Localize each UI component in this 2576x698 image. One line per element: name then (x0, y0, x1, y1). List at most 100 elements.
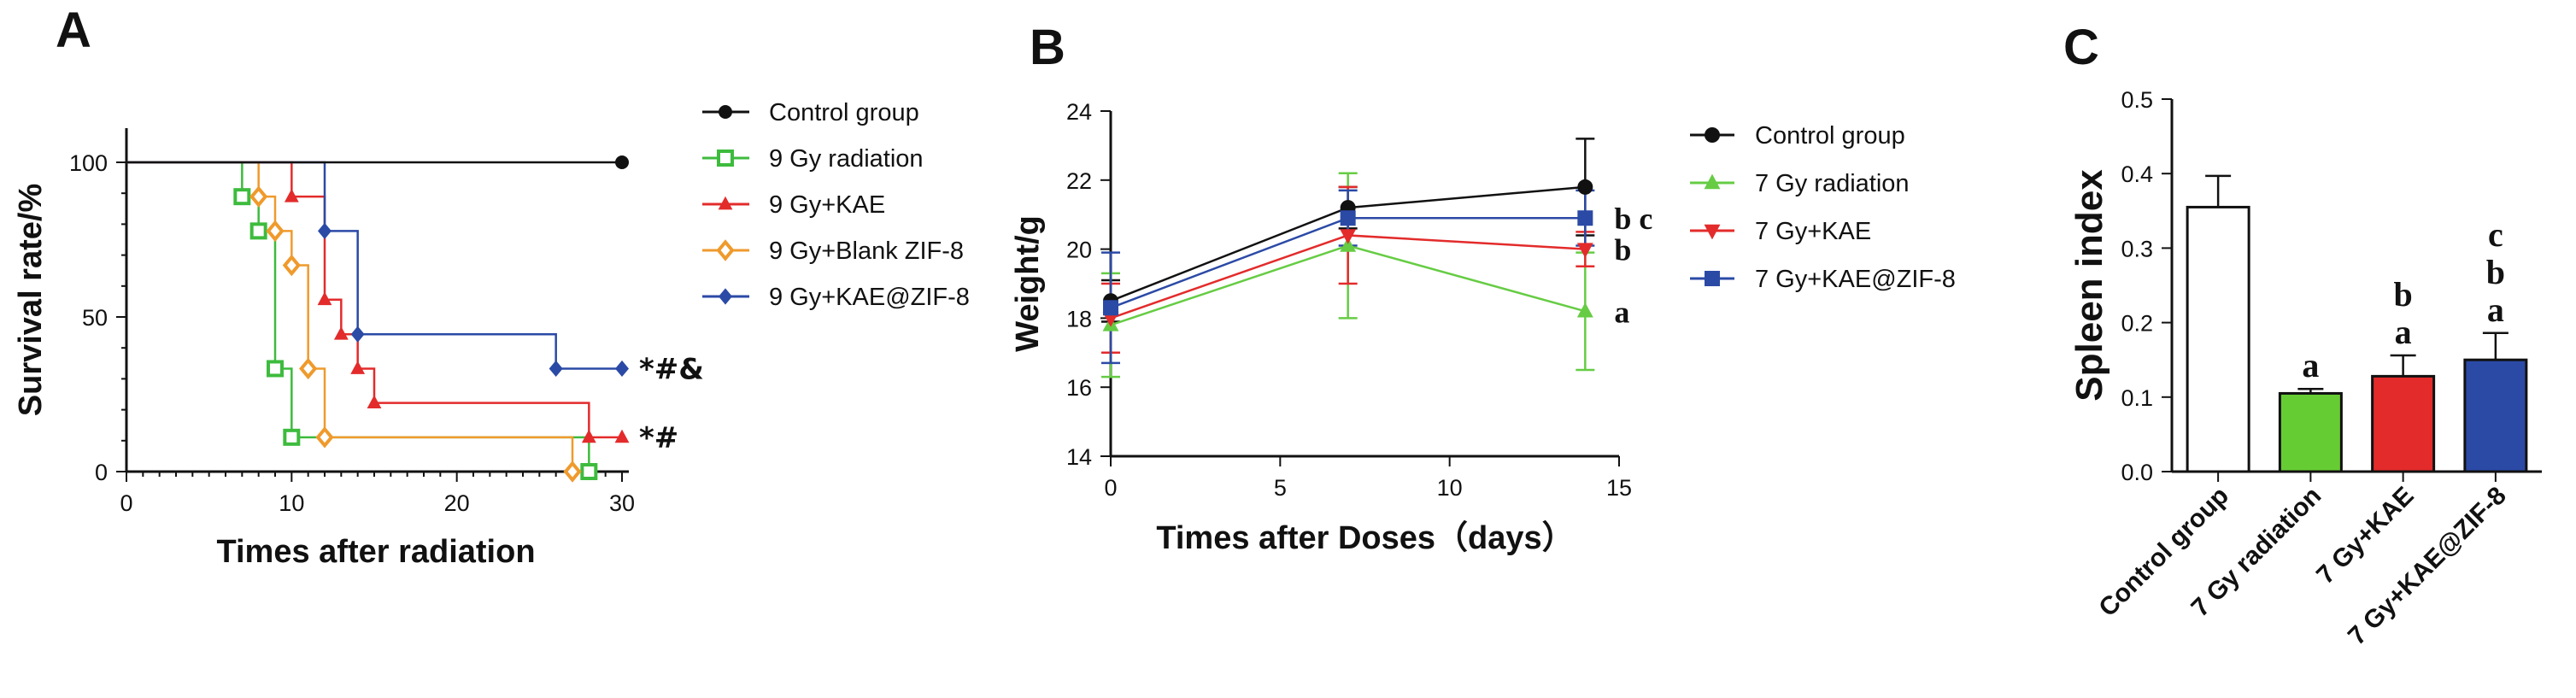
bar-7-gy-kae (2371, 374, 2436, 473)
legend-marker-control-group (719, 105, 732, 119)
significance-annotation: b c (1614, 202, 1652, 236)
data-point-9-gy-radiation (580, 463, 598, 480)
data-point-7-gy-kae (1576, 243, 1593, 258)
x-tick-label: 0 (1104, 475, 1117, 501)
legend-label-9-gy-blank-zif-8: 9 Gy+Blank ZIF-8 (769, 238, 964, 265)
series-line-9-gy-blank-zif-8 (126, 161, 574, 472)
legend-label-7-gy-radiation: 7 Gy radiation (1755, 170, 1910, 197)
y-tick-label: 0.3 (2121, 236, 2153, 261)
data-point-9-gy-blank-zif-8 (299, 357, 318, 380)
x-tick-label: 10 (279, 490, 304, 516)
y-tick-label: 0.2 (2121, 311, 2153, 337)
bar-control-group (2186, 205, 2250, 473)
legend-label-control-group: Control group (769, 99, 919, 126)
y-tick-label: 0 (95, 460, 108, 485)
data-point-9-gy-kae-zif-8 (615, 360, 629, 378)
data-point-9-gy-radiation (267, 360, 284, 378)
data-point-9-gy-kae (333, 326, 349, 340)
x-axis-title: Times after radiation (216, 534, 535, 570)
x-tick-label: 20 (444, 490, 470, 516)
y-tick-label: 18 (1066, 306, 1092, 331)
bar-7-gy-radiation (2278, 391, 2343, 473)
data-point-7-gy-kae (1340, 229, 1357, 244)
legend-label-7-gy-kae-zif-8: 7 Gy+KAE@ZIF-8 (1755, 266, 1956, 293)
y-tick-label: 22 (1066, 168, 1092, 194)
legend-marker-9-gy-blank-zif-8 (716, 239, 735, 261)
y-axis-title: Weight/g (1010, 215, 1046, 352)
legend-marker-7-gy-radiation (1704, 173, 1721, 190)
x-tick-label: 10 (1437, 475, 1463, 501)
y-axis-title: Spleen index (2068, 169, 2110, 402)
series-line-9-gy-kae (126, 161, 622, 439)
data-point-9-gy-kae (350, 361, 366, 374)
significance-annotation: b (2394, 275, 2413, 314)
y-tick-label: 24 (1066, 99, 1092, 125)
panel-a-survival-chart: 0 10 20 30 0 50 100 Times after radiation Surviv… (13, 99, 970, 570)
panel-label-a: A (56, 3, 91, 58)
data-point-7-gy-kae-zif-8 (1577, 210, 1593, 226)
data-point-control-group (1577, 179, 1593, 195)
significance-annotation: *# (639, 421, 678, 455)
significance-annotation: a (2395, 313, 2412, 351)
x-tick-label: 30 (609, 490, 635, 516)
x-tick-label: 15 (1606, 475, 1632, 501)
y-tick-label: 0.4 (2121, 161, 2153, 187)
data-point-7-gy-radiation (1576, 302, 1593, 318)
significance-annotation: b (1614, 233, 1631, 267)
significance-annotation: a (1614, 295, 1629, 329)
y-tick-label: 16 (1066, 375, 1092, 401)
data-point-7-gy-kae (1102, 312, 1119, 327)
y-tick-label: 50 (82, 305, 108, 331)
legend-marker-9-gy-kae-zif-8 (719, 288, 732, 305)
significance-annotation: c (2488, 215, 2503, 254)
data-point-9-gy-kae (614, 429, 630, 443)
data-point-9-gy-blank-zif-8 (315, 426, 334, 449)
legend-label-9-gy-kae-zif-8: 9 Gy+KAE@ZIF-8 (769, 284, 970, 311)
legend-marker-7-gy-kae-zif-8 (1705, 271, 1720, 286)
data-point-7-gy-radiation (1340, 237, 1357, 252)
legend-marker-control-group (1705, 127, 1720, 143)
legend-marker-7-gy-kae (1704, 224, 1721, 240)
y-tick-label: 0.1 (2121, 385, 2153, 411)
data-point-9-gy-kae (284, 188, 299, 202)
legend-marker-9-gy-kae (718, 196, 733, 210)
y-tick-label: 20 (1066, 238, 1092, 263)
x-tick-label: 5 (1274, 475, 1287, 501)
data-point-9-gy-blank-zif-8 (282, 254, 301, 277)
data-point-9-gy-kae (317, 291, 332, 306)
significance-annotation: a (2302, 346, 2319, 384)
data-point-7-gy-kae-zif-8 (1340, 210, 1356, 226)
legend-label-7-gy-kae: 7 Gy+KAE (1755, 218, 1871, 245)
data-point-9-gy-kae (581, 429, 596, 443)
data-point-9-gy-kae (367, 395, 382, 409)
significance-annotation: b (2486, 253, 2505, 291)
data-point-9-gy-blank-zif-8 (563, 460, 582, 483)
panel-label-c: C (2063, 20, 2099, 75)
data-point-9-gy-kae-zif-8 (350, 326, 365, 343)
legend-label-9-gy-kae: 9 Gy+KAE (769, 191, 885, 219)
data-point-9-gy-radiation (233, 188, 251, 206)
y-tick-label: 14 (1066, 444, 1092, 470)
data-point-9-gy-blank-zif-8 (266, 220, 285, 243)
panel-label-b: B (1030, 20, 1065, 75)
data-point-9-gy-kae-zif-8 (549, 360, 563, 378)
x-axis-title: Times after Doses（days） (1156, 520, 1574, 556)
legend-marker-9-gy-radiation (717, 150, 734, 167)
x-tick-label: 0 (120, 490, 132, 516)
y-tick-label: 100 (69, 150, 108, 176)
data-point-9-gy-radiation (249, 222, 267, 240)
y-tick-label: 0.5 (2121, 87, 2153, 113)
data-point-9-gy-kae-zif-8 (318, 222, 332, 239)
y-axis-title: Survival rate/% (13, 184, 49, 416)
category-label-7-gy-kae-zif-8: 7 Gy+KAE@ZIF-8 (2343, 482, 2512, 651)
data-point-control-group (615, 155, 629, 169)
significance-annotation: a (2487, 290, 2504, 329)
data-point-9-gy-blank-zif-8 (249, 185, 268, 208)
data-point-7-gy-kae-zif-8 (1103, 300, 1118, 316)
legend-label-control-group: Control group (1755, 122, 1905, 150)
significance-annotation: *#& (639, 352, 704, 386)
panel-b-weight-chart: 0 5 10 15 14 16 18 20 22 24 Times after Doses（days… (1010, 99, 1956, 556)
legend-label-9-gy-radiation: 9 Gy radiation (769, 145, 924, 173)
